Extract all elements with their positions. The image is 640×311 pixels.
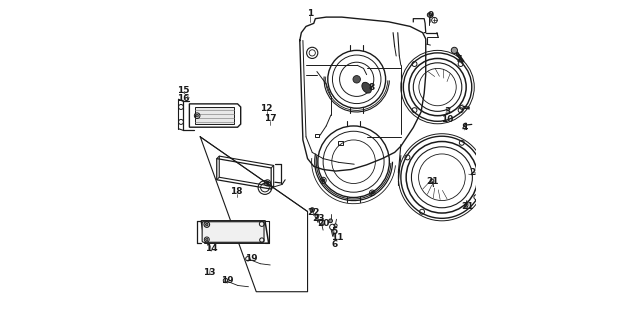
Polygon shape — [195, 107, 234, 124]
Polygon shape — [201, 221, 269, 243]
Text: 23: 23 — [312, 214, 324, 223]
Circle shape — [205, 238, 208, 241]
Circle shape — [321, 179, 324, 182]
Ellipse shape — [362, 82, 371, 93]
Text: 10: 10 — [442, 115, 454, 124]
Circle shape — [205, 223, 208, 226]
Text: 20: 20 — [317, 219, 330, 228]
Text: 9: 9 — [428, 11, 433, 20]
Circle shape — [266, 182, 269, 184]
Text: 8: 8 — [368, 83, 374, 91]
Circle shape — [310, 208, 314, 212]
Text: 16: 16 — [177, 95, 189, 103]
Text: 1: 1 — [307, 10, 313, 18]
Text: 18: 18 — [230, 187, 243, 196]
Text: 6: 6 — [331, 240, 337, 248]
Text: 21: 21 — [426, 178, 439, 186]
Circle shape — [451, 47, 458, 53]
Circle shape — [353, 76, 360, 83]
Text: 19: 19 — [221, 276, 234, 285]
Text: 2: 2 — [469, 168, 476, 177]
Text: 14: 14 — [205, 244, 218, 253]
Text: 21: 21 — [461, 202, 474, 211]
Text: 4: 4 — [461, 123, 468, 132]
Text: 11: 11 — [331, 234, 343, 242]
Text: 12: 12 — [260, 104, 273, 113]
Text: 15: 15 — [177, 86, 189, 95]
Circle shape — [329, 219, 332, 223]
Text: 7: 7 — [455, 55, 461, 63]
Circle shape — [371, 192, 374, 194]
Text: 5: 5 — [331, 227, 337, 236]
FancyBboxPatch shape — [202, 222, 264, 242]
Text: 17: 17 — [264, 114, 276, 123]
Text: 13: 13 — [204, 268, 216, 276]
Circle shape — [266, 181, 269, 184]
Text: 19: 19 — [244, 254, 257, 262]
Text: 22: 22 — [307, 208, 320, 216]
Circle shape — [196, 114, 198, 117]
Text: 3: 3 — [444, 108, 451, 116]
Circle shape — [428, 13, 431, 17]
